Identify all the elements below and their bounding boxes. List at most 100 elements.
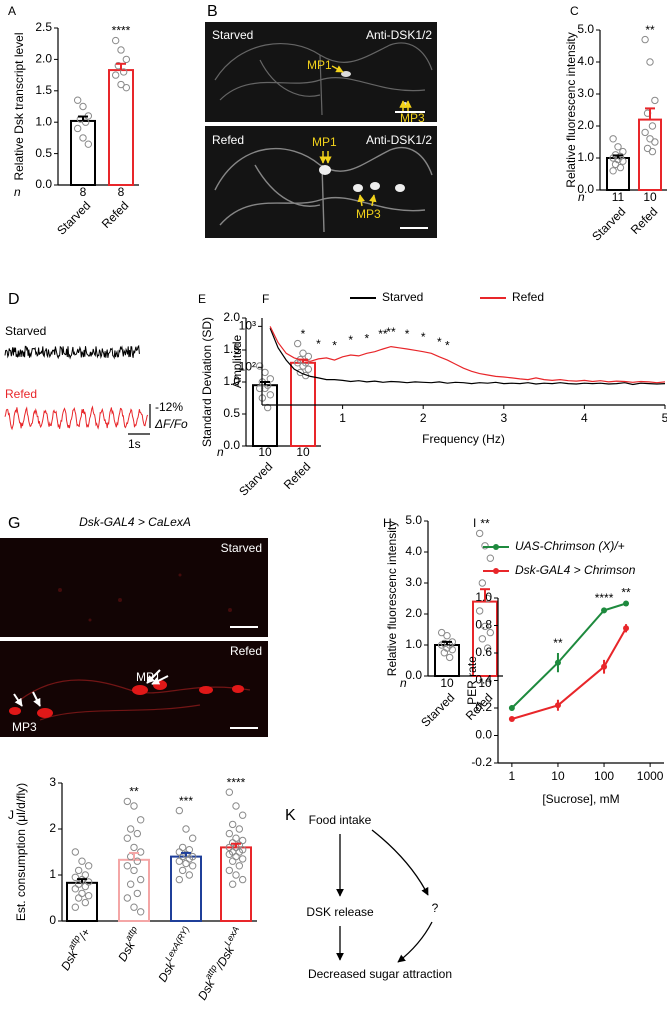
significance: ****	[595, 591, 614, 605]
panel-letter: F	[262, 292, 269, 306]
y-tick-label: 2.5	[35, 20, 52, 34]
y-axis-label: Relative fluorescenc intensity	[564, 32, 578, 187]
data-point	[481, 542, 489, 550]
n-value: 11	[612, 190, 625, 204]
data-point	[232, 834, 240, 842]
significance: ****	[227, 775, 246, 789]
data-point	[296, 368, 305, 377]
scale-label: ΔF/Fo	[154, 417, 188, 431]
micrograph-texture	[214, 147, 433, 233]
point	[601, 607, 608, 614]
data-point	[646, 58, 654, 66]
micrograph	[0, 538, 268, 637]
arrow	[397, 921, 433, 963]
y-tick-label: 1.0	[577, 150, 594, 164]
data-point	[79, 102, 87, 111]
point	[601, 663, 608, 670]
stain-label: Anti-DSK1/2	[366, 133, 432, 147]
data-point	[619, 157, 627, 165]
cell-body	[132, 685, 148, 695]
significance: *	[364, 331, 369, 345]
x-tick-label: Starved	[236, 459, 275, 498]
x-tick-label: DskLexA(RY)	[153, 925, 197, 985]
significance: ****	[112, 24, 131, 38]
significance: **	[553, 636, 563, 650]
trace-label: Starved	[5, 324, 46, 338]
panel-letter: D	[8, 291, 20, 308]
significance: *	[348, 333, 353, 347]
micrograph-texture	[58, 573, 232, 622]
significance: ***	[179, 794, 193, 808]
data-point	[130, 866, 138, 875]
y-tick-label: 10³	[239, 319, 256, 333]
data-point	[81, 871, 90, 879]
x-tick-label: 100	[594, 769, 614, 783]
series-line	[269, 326, 666, 384]
n-label: n	[14, 185, 21, 199]
data-point	[261, 368, 269, 377]
data-point	[225, 866, 234, 875]
data-point	[133, 889, 142, 898]
data-point	[73, 96, 82, 104]
data-point	[123, 894, 132, 902]
data-point	[133, 857, 142, 865]
stain-label: Anti-DSK1/2	[366, 28, 432, 42]
trace	[4, 405, 149, 431]
cell-body	[37, 708, 53, 718]
cell-label: MP3	[356, 207, 381, 221]
bar	[170, 855, 202, 922]
data-point	[188, 834, 197, 842]
y-tick-label: 1.0	[223, 374, 240, 388]
data-point	[478, 635, 487, 643]
cell-label: MP1	[307, 58, 332, 72]
data-point	[299, 349, 307, 357]
y-tick-label: 5.0	[577, 22, 594, 36]
label-part: LexA	[223, 925, 242, 948]
condition-label: Starved	[221, 541, 262, 555]
data-point	[475, 529, 484, 538]
x-tick-label: 2	[420, 411, 427, 425]
point	[508, 705, 515, 711]
x-tick-label: Refed	[281, 459, 314, 492]
data-point	[478, 579, 487, 587]
data-point	[130, 903, 138, 911]
significance: **	[621, 585, 631, 599]
significance: **	[129, 785, 139, 799]
data-point	[609, 135, 617, 143]
data-point	[266, 391, 275, 399]
condition-label: Refed	[230, 644, 262, 658]
data-point	[175, 857, 184, 865]
legend-marker	[493, 568, 499, 574]
legend-label: Starved	[382, 290, 423, 304]
data-point	[445, 653, 454, 662]
y-tick-label: 10²	[239, 359, 256, 373]
x-tick-label: 1	[509, 769, 516, 783]
data-point	[228, 857, 237, 865]
n-label: n	[578, 190, 585, 204]
data-point	[443, 632, 451, 640]
y-tick-label: 2.0	[35, 52, 52, 66]
x-tick-label: Dskattp/DskLexA	[193, 925, 248, 1003]
data-point	[130, 843, 138, 852]
data-point	[71, 873, 80, 881]
data-point	[74, 866, 83, 875]
significance: *	[437, 335, 442, 349]
data-point	[266, 375, 275, 383]
image-title: Dsk-GAL4 > CaLexA	[79, 515, 191, 529]
data-point	[641, 128, 649, 137]
significance: *	[301, 327, 306, 341]
data-point	[651, 96, 659, 105]
data-point	[437, 641, 446, 649]
y-tick-label: 0.0	[475, 728, 492, 742]
y-tick-label: 3.0	[577, 86, 594, 100]
data-point	[71, 848, 80, 856]
data-point	[609, 167, 617, 175]
data-point	[123, 797, 132, 806]
point	[623, 625, 630, 632]
legend-marker	[493, 544, 499, 550]
cell-body	[319, 165, 331, 175]
y-tick-label: 2	[49, 821, 56, 835]
data-point	[119, 68, 128, 76]
data-point	[293, 339, 302, 348]
